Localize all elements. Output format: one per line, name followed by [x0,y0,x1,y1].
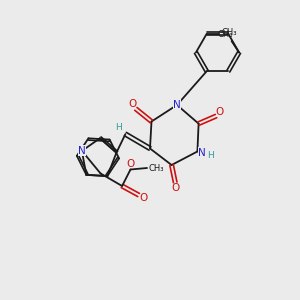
Text: O: O [129,99,137,109]
Text: N: N [78,146,86,156]
Text: CH₃: CH₃ [148,164,164,172]
Text: O: O [215,106,224,117]
Text: CH₃: CH₃ [217,30,233,39]
Text: O: O [171,183,179,193]
Text: O: O [139,193,147,203]
Text: CH₃: CH₃ [221,28,237,37]
Text: O: O [126,158,135,169]
Text: H: H [207,151,214,160]
Text: N: N [198,148,206,158]
Text: H: H [116,123,122,132]
Text: N: N [173,100,181,110]
